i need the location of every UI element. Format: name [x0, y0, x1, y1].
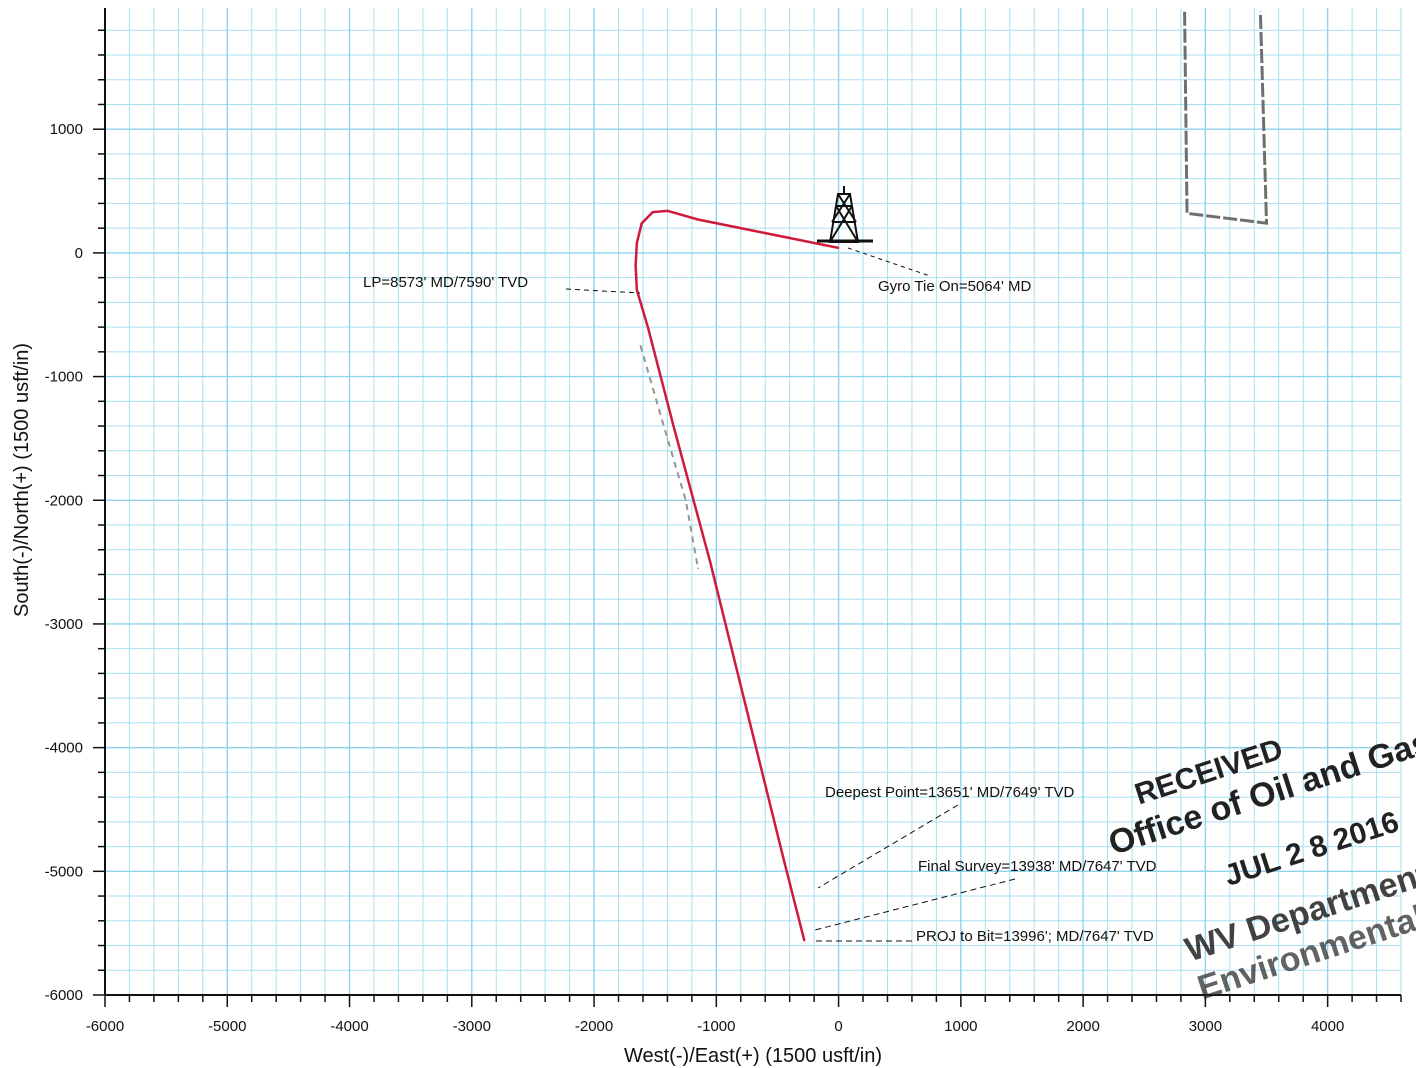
well-path-point — [697, 218, 699, 221]
x-tick-label: -5000 — [208, 1018, 246, 1035]
x-tick-label: 0 — [834, 1018, 842, 1035]
well-path-point — [636, 289, 638, 291]
x-tick-label: -4000 — [330, 1018, 368, 1035]
well-path-point — [801, 239, 803, 242]
lease-outline — [1183, 11, 1269, 225]
well-path-point — [666, 437, 669, 440]
well-path-point — [672, 425, 675, 427]
x-tick-label: 3000 — [1189, 1018, 1222, 1035]
well-path-point — [709, 561, 712, 563]
well-path-point — [634, 264, 637, 267]
well-path-point — [697, 567, 699, 570]
x-tick-label: 4000 — [1311, 1018, 1344, 1035]
annotation-final-survey: Final Survey=13938' MD/7647' TVD — [918, 858, 1157, 875]
y-axis-title: South(-)/North(+) (1500 usft/in) — [11, 343, 33, 617]
well-path-point — [640, 222, 643, 225]
well-path-point — [651, 211, 654, 213]
well-path-point — [666, 210, 669, 212]
y-tick-label: -2000 — [45, 492, 83, 509]
annotation-gyro-tie-on: Gyro Tie On=5064' MD — [878, 278, 1032, 295]
well-path-point — [782, 858, 785, 860]
axes — [104, 8, 1401, 996]
x-ticks: -6000 -5000 -4000 -3000 -2000 -1000 0 1000 2000 3… — [86, 995, 1402, 1035]
major-grid — [104, 8, 1401, 996]
well-path-line — [634, 209, 839, 941]
y-ticks: 1000 0 -1000 -2000 -3000 -4000 -5000 -6000 — [45, 29, 105, 1004]
x-tick-label: -2000 — [575, 1018, 613, 1035]
x-tick-label: -6000 — [86, 1018, 124, 1035]
x-tick-label: 2000 — [1066, 1018, 1099, 1035]
annotation-proj-to-bit: PROJ to Bit=13996'; MD/7647' TVD — [916, 928, 1154, 945]
x-tick-label: -1000 — [697, 1018, 735, 1035]
y-tick-label: 0 — [75, 245, 83, 262]
y-tick-label: 1000 — [50, 121, 83, 138]
annotation-deepest-point: Deepest Point=13651' MD/7649' TVD — [825, 784, 1075, 801]
well-path-point — [639, 344, 642, 347]
y-tick-label: -1000 — [45, 369, 83, 386]
well-path-point — [837, 247, 840, 249]
y-tick-label: -3000 — [45, 616, 83, 633]
drilling-rig-icon — [817, 186, 873, 243]
x-tick-label: -3000 — [453, 1018, 491, 1035]
x-axis-title: West(-)/East(+) (1500 usft/in) — [624, 1045, 882, 1067]
y-tick-label: -4000 — [45, 740, 83, 757]
annotations: LP=8573' MD/7590' TVD Gyro Tie On=5064' … — [363, 247, 1157, 945]
y-tick-label: -5000 — [45, 863, 83, 880]
series-group — [634, 209, 840, 942]
planned-path-line — [639, 345, 699, 569]
minor-grid — [105, 8, 1402, 995]
x-tick-label: 1000 — [944, 1018, 977, 1035]
well-path-point — [636, 242, 638, 244]
well-path-point — [684, 499, 687, 502]
y-tick-label: -6000 — [45, 987, 83, 1004]
well-path-point — [752, 229, 754, 232]
annotation-lp: LP=8573' MD/7590' TVD — [363, 274, 528, 291]
well-path-point — [647, 326, 649, 328]
well-path-point — [746, 709, 748, 712]
lease-boundary-line — [1183, 11, 1269, 225]
well-path-point — [803, 939, 806, 942]
